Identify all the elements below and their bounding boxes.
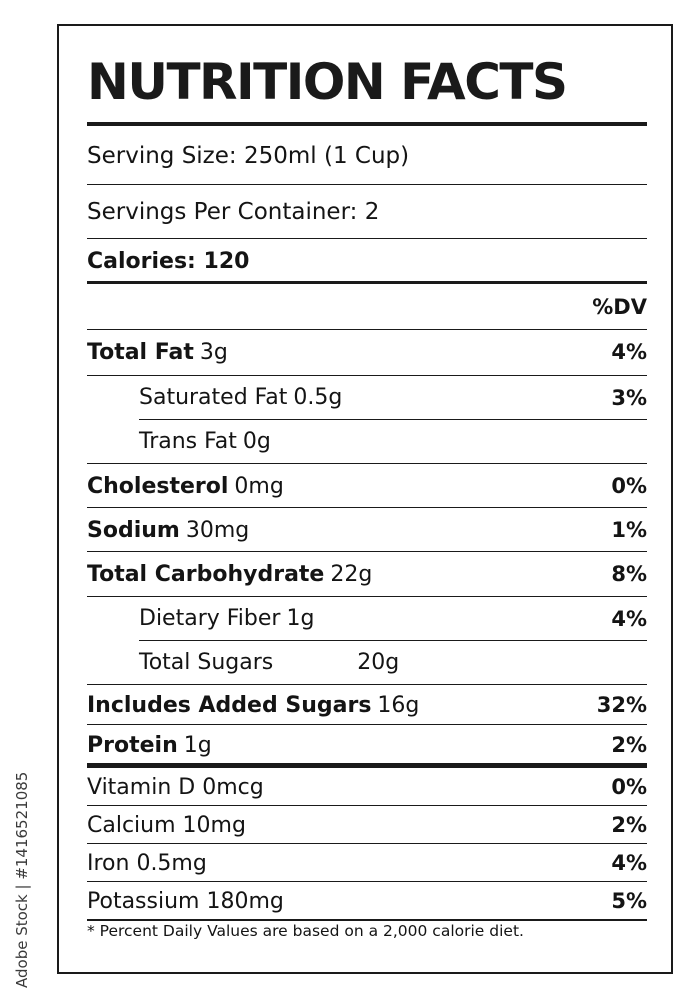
nutrient-amount: 0.5g bbox=[293, 385, 343, 410]
nutrient-dv: 1% bbox=[611, 518, 647, 542]
divider bbox=[87, 684, 647, 685]
divider bbox=[87, 375, 647, 376]
nutrient-row-saturated-fat: Saturated Fat 0.5g 3% bbox=[87, 376, 647, 419]
nutrient-row-total-sugars: Total Sugars 20g bbox=[87, 641, 647, 684]
nutrient-dv: 0% bbox=[611, 474, 647, 498]
vitamin-dv: 2% bbox=[611, 813, 647, 837]
stock-watermark: Adobe Stock | #1416521085 bbox=[13, 772, 31, 988]
nutrient-label: Total Fat bbox=[87, 339, 194, 365]
nutrient-row-added-sugars: Includes Added Sugars 16g 32% bbox=[87, 685, 647, 725]
nutrient-amount: 0mg bbox=[234, 473, 284, 499]
nutrient-dv: 32% bbox=[596, 693, 647, 717]
nutrient-amount: 0g bbox=[242, 429, 271, 454]
vitamin-row-iron: Iron 0.5mg 4% bbox=[87, 844, 647, 882]
vitamin-label: Potassium 180mg bbox=[87, 888, 284, 914]
nutrient-label: Trans Fat bbox=[139, 429, 237, 454]
divider bbox=[87, 805, 647, 806]
vitamins-rule bbox=[87, 763, 647, 768]
vitamin-row-vitamin-d: Vitamin D 0mcg 0% bbox=[87, 768, 647, 806]
divider bbox=[87, 184, 647, 185]
calories-rule bbox=[87, 281, 647, 284]
nutrient-row-total-carbohydrate: Total Carbohydrate 22g 8% bbox=[87, 552, 647, 596]
nutrient-amount: 20g bbox=[357, 650, 400, 675]
nutrition-label-content: NUTRITION FACTS Serving Size: 250ml (1 C… bbox=[87, 26, 647, 972]
nutrient-row-total-fat: Total Fat 3g 4% bbox=[87, 330, 647, 374]
nutrient-amount: 30mg bbox=[185, 517, 250, 543]
nutrition-label: NUTRITION FACTS Serving Size: 250ml (1 C… bbox=[57, 24, 673, 974]
divider bbox=[87, 551, 647, 552]
servings-per-container: Servings Per Container: 2 bbox=[87, 199, 380, 225]
divider bbox=[87, 238, 647, 239]
title-rule bbox=[87, 122, 647, 126]
divider bbox=[87, 881, 647, 882]
nutrient-label: Dietary Fiber bbox=[139, 606, 281, 631]
nutrient-label: Sodium bbox=[87, 517, 180, 543]
nutrient-amount: 3g bbox=[199, 339, 228, 365]
nutrient-row-dietary-fiber: Dietary Fiber 1g 4% bbox=[87, 597, 647, 640]
vitamin-label: Vitamin D 0mcg bbox=[87, 774, 264, 800]
nutrient-amount: 22g bbox=[330, 561, 373, 587]
divider bbox=[139, 419, 647, 420]
vitamin-label: Calcium 10mg bbox=[87, 812, 246, 838]
nutrient-amount: 16g bbox=[377, 692, 420, 718]
calories-row: Calories: 120 bbox=[87, 242, 647, 280]
nutrient-row-trans-fat: Trans Fat 0g bbox=[87, 420, 647, 463]
nutrient-label: Total Sugars bbox=[139, 650, 274, 675]
dv-header-row: %DV bbox=[87, 288, 647, 326]
nutrient-dv: 2% bbox=[611, 733, 647, 757]
divider bbox=[87, 596, 647, 597]
footnote-rule bbox=[87, 919, 647, 921]
vitamin-row-calcium: Calcium 10mg 2% bbox=[87, 806, 647, 844]
vitamin-dv: 0% bbox=[611, 775, 647, 799]
nutrient-label: Total Carbohydrate bbox=[87, 561, 325, 587]
vitamin-dv: 4% bbox=[611, 851, 647, 875]
divider bbox=[87, 724, 647, 725]
label-title: NUTRITION FACTS bbox=[87, 53, 568, 111]
nutrient-dv: 4% bbox=[611, 606, 647, 631]
nutrient-dv: 4% bbox=[611, 340, 647, 364]
divider bbox=[87, 507, 647, 508]
divider bbox=[87, 463, 647, 464]
servings-per-container-row: Servings Per Container: 2 bbox=[87, 192, 647, 232]
footnote: * Percent Daily Values are based on a 2,… bbox=[87, 922, 524, 940]
nutrient-amount: 1g bbox=[286, 606, 315, 631]
nutrient-label: Saturated Fat bbox=[139, 385, 288, 410]
nutrient-label: Includes Added Sugars bbox=[87, 692, 372, 718]
nutrient-amount: 1g bbox=[183, 732, 212, 758]
serving-size-row: Serving Size: 250ml (1 Cup) bbox=[87, 136, 647, 176]
watermark-text: Adobe Stock | #1416521085 bbox=[13, 772, 31, 988]
dv-header: %DV bbox=[592, 295, 647, 319]
nutrient-row-sodium: Sodium 30mg 1% bbox=[87, 508, 647, 552]
vitamin-dv: 5% bbox=[611, 889, 647, 913]
divider bbox=[139, 640, 647, 641]
divider bbox=[87, 329, 647, 330]
nutrient-row-protein: Protein 1g 2% bbox=[87, 725, 647, 765]
serving-size: Serving Size: 250ml (1 Cup) bbox=[87, 143, 410, 169]
nutrient-dv: 8% bbox=[611, 562, 647, 586]
calories: Calories: 120 bbox=[87, 248, 250, 274]
nutrient-row-cholesterol: Cholesterol 0mg 0% bbox=[87, 464, 647, 508]
nutrient-dv: 3% bbox=[611, 385, 647, 410]
nutrient-label: Cholesterol bbox=[87, 473, 229, 499]
nutrient-label: Protein bbox=[87, 732, 178, 758]
vitamin-label: Iron 0.5mg bbox=[87, 850, 207, 876]
vitamin-row-potassium: Potassium 180mg 5% bbox=[87, 882, 647, 920]
divider bbox=[87, 843, 647, 844]
